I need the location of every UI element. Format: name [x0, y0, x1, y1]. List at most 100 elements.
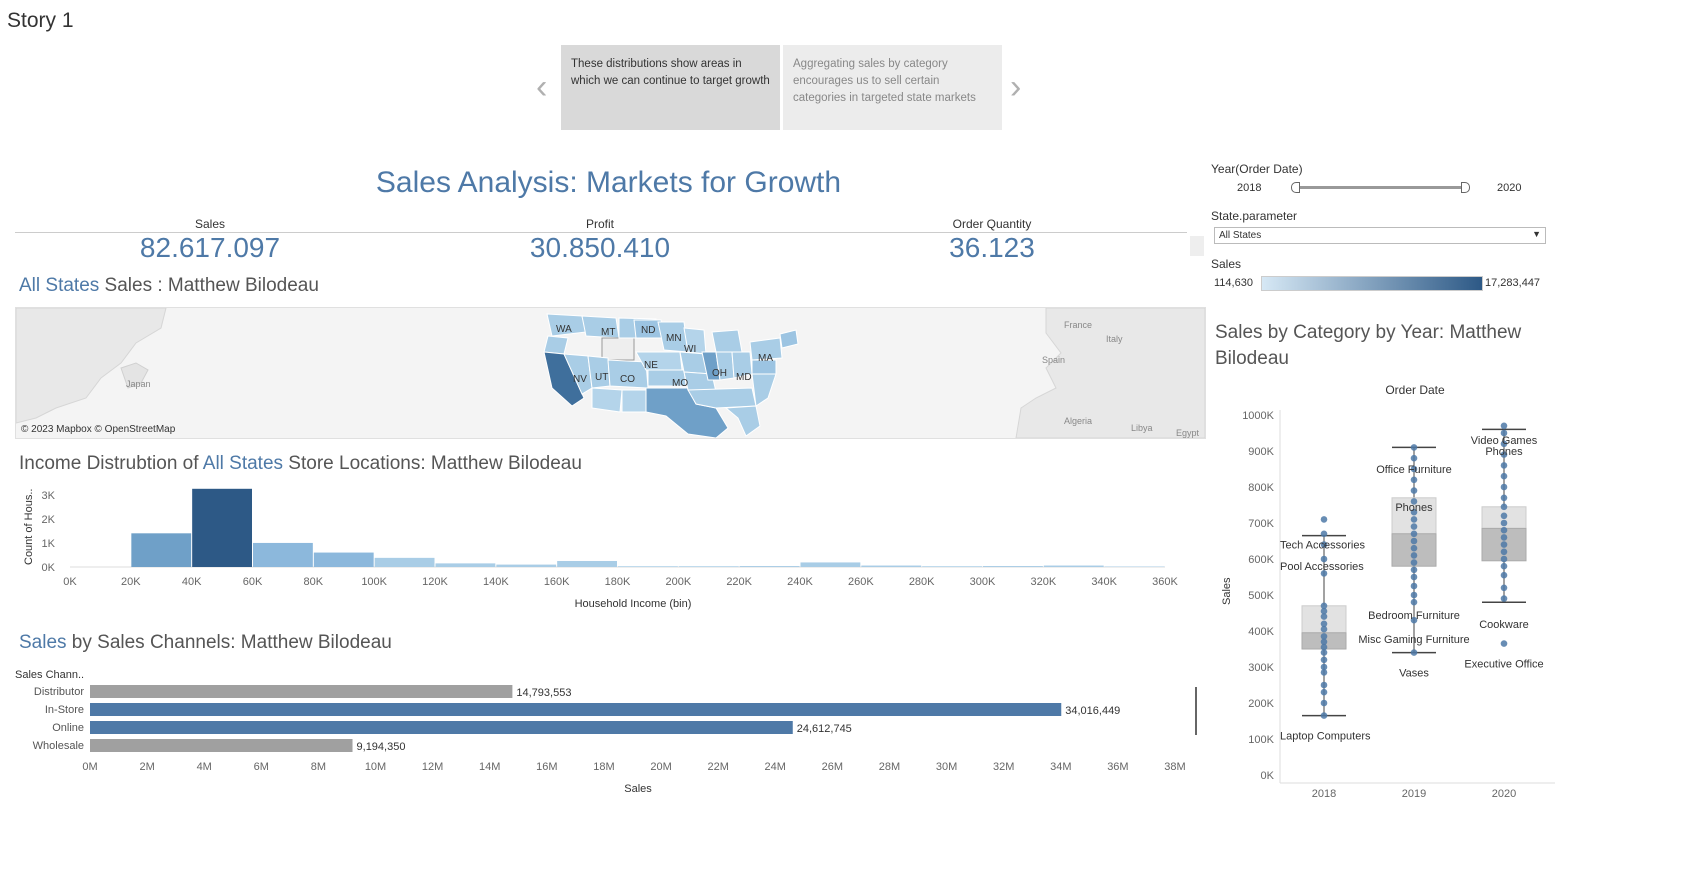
- category-data-point[interactable]: [1320, 663, 1328, 671]
- income-bin-bar[interactable]: [983, 566, 1043, 567]
- state-ks[interactable]: [647, 369, 687, 387]
- income-bin-bar[interactable]: [496, 564, 557, 567]
- state-pa-ny[interactable]: [749, 337, 783, 361]
- previous-story-point-chevron-left-icon[interactable]: ‹: [536, 68, 548, 106]
- category-data-point[interactable]: [1500, 555, 1508, 563]
- state-carolinas[interactable]: [751, 373, 777, 407]
- income-bin-bar[interactable]: [922, 566, 982, 567]
- category-data-point[interactable]: [1500, 534, 1508, 541]
- category-data-point[interactable]: [1320, 613, 1328, 620]
- category-data-point[interactable]: [1410, 530, 1418, 538]
- category-data-point[interactable]: [1320, 516, 1328, 523]
- state-fl-ga[interactable]: [724, 405, 761, 437]
- category-data-point[interactable]: [1320, 712, 1328, 719]
- year-slider-max-handle[interactable]: [1461, 182, 1470, 193]
- income-bin-bar[interactable]: [1043, 565, 1104, 567]
- income-bin-bar[interactable]: [435, 563, 496, 567]
- income-bin-bar[interactable]: [739, 566, 800, 567]
- category-data-point[interactable]: [1410, 566, 1418, 574]
- sales-map-svg[interactable]: WA MT ND MN WI NV UT CO NE MO OH MD MA J…: [16, 308, 1205, 438]
- category-data-point[interactable]: [1410, 544, 1418, 552]
- income-bin-bar[interactable]: [253, 542, 313, 567]
- category-data-point[interactable]: [1500, 640, 1508, 647]
- state-wy[interactable]: [601, 337, 635, 361]
- year-slider-min-handle[interactable]: [1291, 182, 1300, 193]
- category-data-point[interactable]: [1410, 649, 1418, 656]
- category-data-point[interactable]: [1320, 688, 1328, 696]
- state-ca[interactable]: [543, 351, 585, 407]
- year-range-slider-track[interactable]: [1295, 186, 1465, 189]
- category-data-point[interactable]: [1320, 633, 1328, 640]
- category-data-point[interactable]: [1500, 541, 1508, 548]
- us-states[interactable]: [543, 313, 799, 438]
- income-bin-bar[interactable]: [557, 560, 617, 567]
- category-data-point[interactable]: [1320, 541, 1328, 548]
- map-attribution[interactable]: © 2023 Mapbox © OpenStreetMap: [21, 424, 176, 435]
- income-histogram[interactable]: Count of Hous.. 0K 1K 2K 3K 0K 20K 40K 60K 80K 100…: [15, 480, 1205, 615]
- state-mi[interactable]: [711, 329, 743, 353]
- income-bin-bar[interactable]: [313, 552, 374, 567]
- category-data-point[interactable]: [1320, 602, 1328, 610]
- category-data-point[interactable]: [1410, 465, 1418, 473]
- category-data-point[interactable]: [1410, 616, 1418, 624]
- income-bin-bar[interactable]: [861, 565, 922, 567]
- category-data-point[interactable]: [1410, 454, 1418, 462]
- category-data-point[interactable]: [1500, 494, 1508, 502]
- category-data-point[interactable]: [1500, 584, 1508, 592]
- category-data-point[interactable]: [1500, 595, 1508, 602]
- category-data-point[interactable]: [1500, 483, 1508, 491]
- category-data-point[interactable]: [1320, 699, 1328, 707]
- category-data-point[interactable]: [1320, 681, 1328, 689]
- channel-bar[interactable]: [90, 685, 513, 698]
- category-data-point[interactable]: [1410, 516, 1418, 523]
- income-bin-bar[interactable]: [678, 566, 739, 567]
- category-data-point[interactable]: [1500, 462, 1508, 469]
- category-data-point[interactable]: [1410, 444, 1418, 451]
- state-ma[interactable]: [779, 329, 799, 349]
- income-bin-bar[interactable]: [131, 533, 192, 567]
- category-data-point[interactable]: [1320, 649, 1328, 656]
- category-data-point[interactable]: [1500, 526, 1508, 534]
- category-data-point[interactable]: [1410, 598, 1418, 606]
- category-data-point[interactable]: [1410, 559, 1418, 566]
- channel-bar[interactable]: [90, 703, 1062, 716]
- category-data-point[interactable]: [1320, 669, 1328, 676]
- category-data-point[interactable]: [1320, 643, 1328, 651]
- category-data-point[interactable]: [1500, 440, 1508, 448]
- category-data-point[interactable]: [1320, 656, 1328, 664]
- category-data-point[interactable]: [1410, 552, 1418, 559]
- state-or[interactable]: [543, 335, 569, 355]
- category-data-point[interactable]: [1500, 548, 1508, 556]
- sales-map[interactable]: WA MT ND MN WI NV UT CO NE MO OH MD MA J…: [15, 307, 1206, 439]
- category-data-point[interactable]: [1410, 487, 1418, 494]
- category-data-point[interactable]: [1410, 498, 1418, 505]
- category-data-point[interactable]: [1500, 512, 1508, 520]
- channel-bar[interactable]: [90, 739, 353, 752]
- category-data-point[interactable]: [1410, 508, 1418, 516]
- category-data-point[interactable]: [1410, 537, 1418, 545]
- category-data-point[interactable]: [1410, 573, 1418, 581]
- category-data-point[interactable]: [1500, 571, 1508, 579]
- category-data-point[interactable]: [1320, 570, 1328, 577]
- category-data-point[interactable]: [1410, 476, 1418, 484]
- category-data-point[interactable]: [1410, 523, 1418, 530]
- category-data-point[interactable]: [1500, 503, 1508, 511]
- category-data-point[interactable]: [1320, 625, 1328, 633]
- category-data-point[interactable]: [1410, 582, 1418, 590]
- category-data-point[interactable]: [1500, 422, 1508, 430]
- category-data-point[interactable]: [1500, 472, 1508, 480]
- category-data-point[interactable]: [1320, 620, 1328, 628]
- category-data-point[interactable]: [1320, 607, 1328, 615]
- category-data-point[interactable]: [1410, 591, 1418, 599]
- category-data-point[interactable]: [1320, 555, 1328, 563]
- category-data-point[interactable]: [1500, 562, 1508, 570]
- category-data-point[interactable]: [1320, 638, 1328, 646]
- category-data-point[interactable]: [1500, 519, 1508, 527]
- income-bin-bar[interactable]: [800, 562, 861, 567]
- income-bin-bar[interactable]: [374, 557, 435, 567]
- state-nm[interactable]: [621, 389, 647, 413]
- channel-bar[interactable]: [90, 721, 793, 734]
- income-bin-bar[interactable]: [618, 566, 678, 567]
- story-point-1[interactable]: These distributions show areas in which …: [561, 45, 780, 130]
- income-bin-bar[interactable]: [192, 488, 252, 567]
